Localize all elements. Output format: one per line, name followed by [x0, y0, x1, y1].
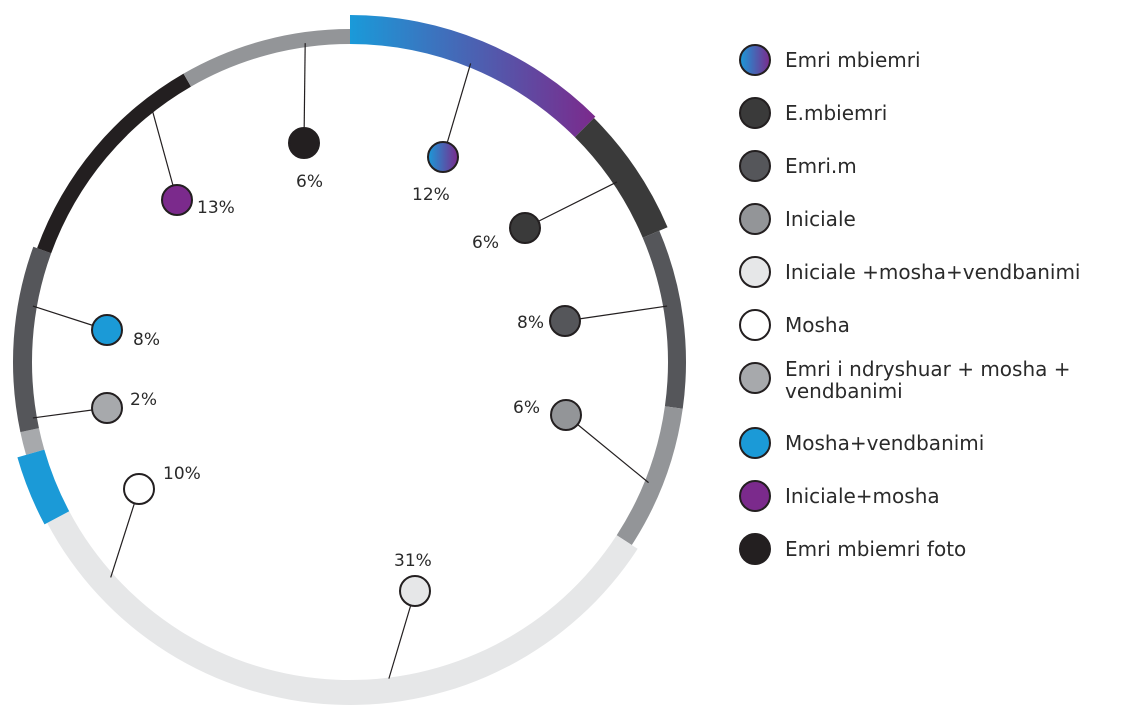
ring-segment-emri-i-ndryshuar-mosha-vendbanimi	[20, 428, 45, 455]
legend-label: Emri i ndryshuar + mosha + vendbanimi	[785, 357, 1071, 403]
value-label-e-mbiemri: 6%	[472, 233, 499, 253]
value-label-emri-mbiemri: 12%	[412, 185, 450, 205]
legend-item-emri-mbiemri: Emri mbiemri	[739, 44, 921, 76]
legend-label: Emri mbiemri	[785, 48, 921, 72]
legend-item-iniciale-mosha: Iniciale+mosha	[739, 480, 940, 512]
legend-item-emri-mbiemri-foto: Emri mbiemri foto	[739, 533, 966, 565]
legend-label: Mosha	[785, 313, 850, 337]
ring-segment-mosha-vendbanimi	[17, 449, 70, 525]
ring-segment-emri-m	[12, 246, 52, 433]
leader-line-emri-mbiemri	[442, 63, 472, 158]
legend: Emri mbiemri E.mbiemri Emri.m Iniciale Inici…	[739, 44, 1080, 565]
legend-swatch	[739, 97, 771, 129]
leader-line-e-mbiemri	[524, 181, 618, 229]
value-label-emri-i-ndryshuar-mosha-vendbanimi: 2%	[130, 390, 157, 410]
leader-line-emri-mbiemri-foto	[303, 43, 306, 144]
legend-swatch	[739, 150, 771, 182]
legend-label: Iniciale +mosha+vendbanimi	[785, 260, 1080, 284]
ring-segment-iniciale-mosha-vendbanimi	[47, 511, 638, 705]
marker-mosha	[123, 473, 155, 505]
legend-label: Iniciale+mosha	[785, 484, 940, 508]
legend-item-emri-i-ndryshuar-mosha-vendbanimi: Emri i ndryshuar + mosha + vendbanimi	[739, 357, 1071, 403]
marker-emri-mbiemri-foto	[288, 127, 320, 159]
legend-swatch	[739, 362, 771, 394]
leader-line-emri-m	[564, 305, 668, 322]
legend-swatch	[739, 203, 771, 235]
legend-item-e-mbiemri: E.mbiemri	[739, 97, 887, 129]
marker-emri-m	[549, 305, 581, 337]
marker-iniciale	[550, 399, 582, 431]
value-label-iniciale-mosha: 13%	[197, 198, 235, 218]
marker-iniciale-mosha-vendbanimi	[399, 575, 431, 607]
marker-emri-mbiemri	[427, 141, 459, 173]
legend-item-mosha: Mosha	[739, 309, 850, 341]
value-label-emri-m: 8%	[517, 313, 544, 333]
value-label-mosha: 10%	[163, 464, 201, 484]
ring-segment-emri-mbiemri	[350, 15, 596, 138]
value-markers: 12% 6% 8% 6% 31% 10% 2% 8% 13% 6%	[91, 127, 582, 607]
legend-label: Emri.m	[785, 154, 857, 178]
value-label-mosha-vendbanimi: 8%	[133, 330, 160, 350]
legend-item-iniciale-mosha-vendbanimi: Iniciale +mosha+vendbanimi	[739, 256, 1080, 288]
legend-swatch	[739, 256, 771, 288]
leader-line-iniciale	[565, 414, 649, 484]
legend-label: Iniciale	[785, 207, 856, 231]
ring	[12, 15, 686, 705]
marker-e-mbiemri	[509, 212, 541, 244]
legend-swatch	[739, 533, 771, 565]
legend-label: Mosha+vendbanimi	[785, 431, 984, 455]
marker-emri-i-ndryshuar-mosha-vendbanimi	[91, 392, 123, 424]
legend-item-mosha-vendbanimi: Mosha+vendbanimi	[739, 427, 984, 459]
marker-mosha-vendbanimi	[91, 314, 123, 346]
legend-item-emri-m: Emri.m	[739, 150, 857, 182]
ring-segment-emri-mbiemri-foto	[37, 73, 192, 254]
ring-segment-iniciale	[183, 29, 350, 87]
leader-lines	[32, 43, 668, 679]
ring-segment-emri-m	[642, 230, 686, 409]
ring-segment-e-mbiemri	[574, 118, 668, 238]
legend-swatch	[739, 427, 771, 459]
ring-segment-iniciale	[616, 406, 683, 545]
value-label-iniciale-mosha-vendbanimi: 31%	[394, 551, 432, 571]
legend-label: E.mbiemri	[785, 101, 887, 125]
value-label-iniciale: 6%	[513, 398, 540, 418]
legend-label: Emri mbiemri foto	[785, 537, 966, 561]
legend-item-iniciale: Iniciale	[739, 203, 856, 235]
legend-swatch	[739, 309, 771, 341]
marker-iniciale-mosha	[161, 184, 193, 216]
legend-swatch	[739, 44, 771, 76]
value-label-emri-mbiemri-foto: 6%	[296, 172, 323, 192]
legend-swatch	[739, 480, 771, 512]
